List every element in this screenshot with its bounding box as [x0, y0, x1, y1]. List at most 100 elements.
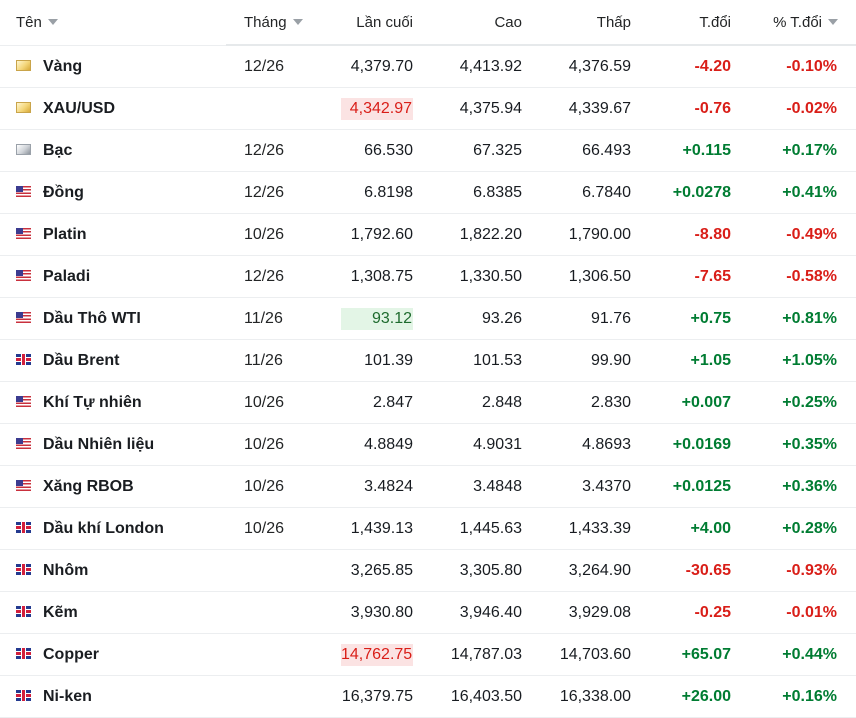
table-body: Vàng 12/26 4,379.70 4,413.92 4,376.59 -4.20 -0… [0, 46, 856, 718]
change-value: +0.007 [681, 394, 731, 411]
change-percent: +0.36% [782, 478, 837, 495]
table-row[interactable]: Dầu Nhiên liệu 10/26 4.8849 4.9031 4.8693 +0.… [0, 424, 856, 466]
sort-arrow-icon [47, 19, 58, 25]
low-price: 1,433.39 [568, 520, 631, 537]
last-price: 2.847 [341, 382, 413, 424]
change-percent: +0.25% [782, 394, 837, 411]
last-price-value: 2.847 [372, 394, 413, 411]
high-price: 1,330.50 [459, 268, 522, 285]
table-row[interactable]: Ni-ken 16,379.75 16,403.50 16,338.00 +26.00 +… [0, 676, 856, 718]
change-percent: +0.41% [782, 184, 837, 201]
table-row[interactable]: Đồng 12/26 6.8198 6.8385 6.7840 +0.0278 +0.41% [0, 172, 856, 214]
table-row[interactable]: Xăng RBOB 10/26 3.4824 3.4848 3.4370 +0.0125 +… [0, 466, 856, 508]
last-price-value: 3,930.80 [350, 604, 413, 621]
table-row[interactable]: Dầu Thô WTI 11/26 93.12 93.26 91.76 +0.75 +0.8… [0, 298, 856, 340]
contract-month: 10/26 [244, 436, 285, 453]
last-price: 14,762.75 [341, 634, 413, 676]
instrument-name-link[interactable]: Bạc [43, 142, 73, 159]
contract-month: 11/26 [244, 310, 283, 327]
low-price: 91.76 [590, 310, 631, 327]
low-price: 4,339.67 [568, 100, 631, 117]
low-price: 4,376.59 [568, 58, 631, 75]
change-value: -7.65 [694, 268, 731, 285]
contract-month: 12/26 [244, 184, 285, 201]
header-low: Thấp [530, 0, 631, 46]
table-row[interactable]: Khí Tự nhiên 10/26 2.847 2.848 2.830 +0.007 +0… [0, 382, 856, 424]
header-last-label: Lần cuối [356, 14, 413, 31]
table-row[interactable]: Kẽm 3,930.80 3,946.40 3,929.08 -0.25 -0.01% [0, 592, 856, 634]
change-percent: -0.01% [786, 604, 837, 621]
table-row[interactable]: Dầu khí London 10/26 1,439.13 1,445.63 1,433… [0, 508, 856, 550]
change-value: +65.07 [681, 646, 731, 663]
instrument-name-link[interactable]: Dầu Thô WTI [43, 310, 141, 327]
low-price: 3,929.08 [568, 604, 631, 621]
instrument-name-link[interactable]: Dầu Nhiên liệu [43, 436, 155, 453]
us-flag-icon [16, 438, 31, 449]
sort-month-header[interactable]: Tháng [244, 0, 303, 46]
contract-month: 12/26 [244, 58, 285, 75]
high-price: 4,413.92 [459, 58, 522, 75]
table-row[interactable]: Paladi 12/26 1,308.75 1,330.50 1,306.50 -7.65… [0, 256, 856, 298]
instrument-name-link[interactable]: Kẽm [43, 604, 78, 621]
last-price-value: 1,439.13 [350, 520, 413, 537]
uk-flag-icon [16, 564, 31, 575]
instrument-name-link[interactable]: Copper [43, 646, 99, 663]
high-price: 3,305.80 [459, 562, 522, 579]
last-price: 1,308.75 [341, 256, 413, 298]
instrument-name-link[interactable]: Nhôm [43, 562, 89, 579]
table-row[interactable]: Dầu Brent 11/26 101.39 101.53 99.90 +1.05 +1.0… [0, 340, 856, 382]
contract-month: 10/26 [244, 478, 285, 495]
change-percent: +0.35% [782, 436, 837, 453]
instrument-name-link[interactable]: Xăng RBOB [43, 478, 134, 495]
contract-month: 10/26 [244, 520, 285, 537]
last-price: 3.4824 [341, 466, 413, 508]
uk-flag-icon [16, 606, 31, 617]
change-percent: +0.28% [782, 520, 837, 537]
contract-month: 10/26 [244, 394, 285, 411]
instrument-name-link[interactable]: Ni-ken [43, 688, 92, 705]
low-price: 99.90 [590, 352, 631, 369]
instrument-name-link[interactable]: Dầu Brent [43, 352, 120, 369]
us-flag-icon [16, 312, 31, 323]
low-price: 4.8693 [582, 436, 631, 453]
last-price-highlight: 14,762.75 [341, 644, 413, 666]
table-row[interactable]: Platin 10/26 1,792.60 1,822.20 1,790.00 -8.80… [0, 214, 856, 256]
table-row[interactable]: Vàng 12/26 4,379.70 4,413.92 4,376.59 -4.20 -0… [0, 46, 856, 88]
last-price: 4.8849 [341, 424, 413, 466]
change-value: +4.00 [690, 520, 731, 537]
instrument-name-link[interactable]: XAU/USD [43, 100, 116, 117]
low-price: 66.493 [582, 142, 631, 159]
header-low-label: Thấp [596, 14, 631, 31]
gold-icon [16, 102, 31, 113]
table-row[interactable]: Nhôm 3,265.85 3,305.80 3,264.90 -30.65 -0.93% [0, 550, 856, 592]
low-price: 6.7840 [582, 184, 631, 201]
change-value: +0.0278 [672, 184, 731, 201]
instrument-name-link[interactable]: Dầu khí London [43, 520, 164, 537]
last-price-highlight: 93.12 [341, 308, 413, 330]
change-value: -8.80 [694, 226, 731, 243]
sort-arrow-icon [828, 19, 838, 25]
high-price: 2.848 [481, 394, 522, 411]
header-high: Cao [430, 0, 522, 46]
instrument-name-link[interactable]: Khí Tự nhiên [43, 394, 142, 411]
header-name-label: Tên [16, 14, 42, 31]
table-row[interactable]: Copper 14,762.75 14,787.03 14,703.60 +65.07 +… [0, 634, 856, 676]
change-percent: +0.17% [782, 142, 837, 159]
high-price: 4,375.94 [459, 100, 522, 117]
sort-change-pct-header[interactable]: % T.đổi [740, 0, 838, 46]
instrument-name-link[interactable]: Đồng [43, 184, 84, 201]
table-row[interactable]: XAU/USD 4,342.97 4,375.94 4,339.67 -0.76 -0.0… [0, 88, 856, 130]
instrument-name-link[interactable]: Paladi [43, 268, 91, 285]
instrument-name-link[interactable]: Platin [43, 226, 87, 243]
change-percent: -0.10% [786, 58, 837, 75]
us-flag-icon [16, 228, 31, 239]
last-price: 6.8198 [341, 172, 413, 214]
sort-name-header[interactable]: Tên [16, 0, 58, 46]
instrument-name-link[interactable]: Vàng [43, 58, 83, 75]
last-price: 93.12 [341, 298, 413, 340]
low-price: 16,338.00 [559, 688, 631, 705]
us-flag-icon [16, 186, 31, 197]
contract-month: 11/26 [244, 352, 283, 369]
table-row[interactable]: Bạc 12/26 66.530 67.325 66.493 +0.115 +0.17% [0, 130, 856, 172]
last-price: 4,342.97 [341, 88, 413, 130]
